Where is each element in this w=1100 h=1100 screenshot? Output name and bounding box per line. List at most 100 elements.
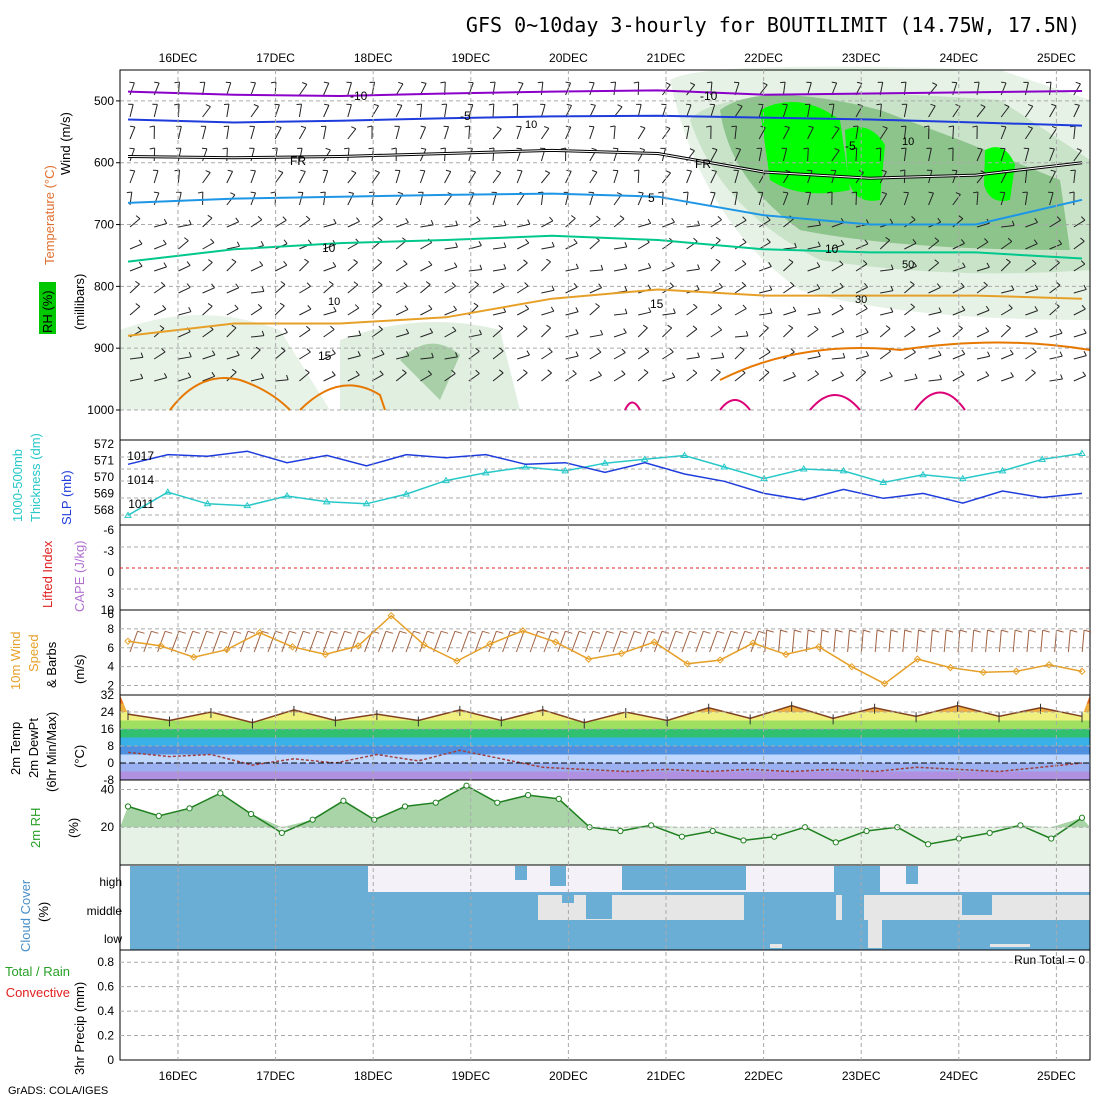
wind-barb xyxy=(492,286,505,294)
ylabel-rh-pct: (%) xyxy=(66,818,81,838)
surface-wind-barb-flag xyxy=(945,629,954,633)
wind-barb xyxy=(274,264,288,272)
wind-barb xyxy=(904,377,918,382)
wind-barb-flag xyxy=(396,103,403,106)
wind-barb xyxy=(347,82,352,96)
wind-barb-flag xyxy=(573,283,578,288)
wind-barb xyxy=(444,285,456,294)
surface-wind-barb xyxy=(350,631,359,653)
ylabel-speed: Speed xyxy=(26,634,41,672)
wind-barb xyxy=(734,105,743,118)
wind-barb-flag xyxy=(160,281,166,286)
wind-barb-flag xyxy=(391,147,397,150)
wind-speed-marker xyxy=(519,627,527,635)
wind-barb xyxy=(734,170,739,184)
wind-barb-flag xyxy=(302,82,308,85)
wind-barb-flag xyxy=(814,370,819,375)
wind-barb xyxy=(807,355,821,360)
wind-barb xyxy=(589,305,600,316)
wind-barb-flag xyxy=(711,169,717,172)
surface-wind-barb xyxy=(681,631,690,653)
wind-barb xyxy=(976,331,989,338)
wind-barb-flag xyxy=(421,81,427,84)
top-date-5: 21DEC xyxy=(647,51,686,65)
thickness-marker xyxy=(561,466,570,474)
wind-barb xyxy=(855,191,858,206)
wind-barb xyxy=(831,375,844,382)
wind-barb xyxy=(153,104,158,118)
wind-barb xyxy=(226,308,239,316)
wind-barb-flag xyxy=(962,262,966,268)
surface-wind-barb-flag xyxy=(689,630,697,634)
surface-wind-barb-flag xyxy=(766,629,774,633)
wind-barb xyxy=(323,374,336,382)
thickness-marker xyxy=(640,455,649,462)
wind-barb xyxy=(928,192,934,206)
wind-barb xyxy=(662,351,674,360)
wind-tick-0: 10 xyxy=(101,603,115,617)
wind-barb-flag xyxy=(404,305,409,310)
wind-barb-flag xyxy=(864,283,869,288)
wind-barb xyxy=(880,290,894,294)
wind-barb-flag xyxy=(923,125,930,128)
ylabel-rh: RH (%) xyxy=(40,290,55,333)
wind-speed-marker xyxy=(946,663,955,672)
wind-barb-flag xyxy=(742,216,747,221)
rh-marker xyxy=(247,810,255,818)
wind-barb-flag xyxy=(547,369,552,374)
wind-barb-flag xyxy=(161,348,166,353)
wind-barb xyxy=(178,240,189,250)
rh-marker xyxy=(494,799,501,806)
wind-barb-flag xyxy=(445,169,451,173)
wind-barb-flag xyxy=(808,125,814,128)
wind-barb xyxy=(420,264,433,272)
wind-barb-flag xyxy=(669,282,674,287)
wind-speed-marker xyxy=(749,639,757,647)
surface-wind-barb-flag xyxy=(537,630,545,634)
wind-barb-flag xyxy=(279,302,285,307)
surface-wind-barb xyxy=(143,631,152,653)
wind-barb-flag xyxy=(619,215,625,220)
wind-barb-flag xyxy=(1081,216,1086,221)
slp-tick-2: 1011 xyxy=(128,497,154,511)
wind-barb-flag xyxy=(455,352,458,358)
wind-barb xyxy=(371,172,380,184)
wind-barb-flag xyxy=(537,191,544,194)
wind-barb xyxy=(637,241,650,250)
wind-barb xyxy=(323,310,337,316)
wind-barb xyxy=(1073,219,1086,228)
wind-barb xyxy=(274,172,284,184)
surface-wind-barb-flag xyxy=(849,629,857,633)
wind-barb-flag xyxy=(972,125,978,128)
wind-barb xyxy=(1025,331,1038,338)
surface-wind-barb xyxy=(957,630,961,653)
wind-barb-flag xyxy=(939,374,942,380)
wind-barb xyxy=(759,289,772,294)
wind-barb xyxy=(686,84,696,96)
wind-barb-flag xyxy=(403,260,408,265)
wind-barb-flag xyxy=(300,169,306,172)
wind-barb-flag xyxy=(373,103,379,107)
wind-speed-marker xyxy=(157,642,165,650)
wind-barb xyxy=(880,375,893,382)
wind-barb-flag xyxy=(735,147,741,150)
wind-barb xyxy=(686,126,690,140)
wind10m-grid xyxy=(120,628,1090,687)
wind-barb-flag xyxy=(526,350,530,356)
wind-barb xyxy=(347,193,355,206)
wind-barb xyxy=(1073,308,1086,316)
label-p10-right: 10 xyxy=(825,242,839,256)
wind-barb-flag xyxy=(899,169,905,172)
wind-barb xyxy=(492,147,495,162)
surface-wind-barb xyxy=(1040,630,1044,653)
wind-barb-flag xyxy=(987,351,991,357)
rh-label-1: 10 xyxy=(525,119,537,131)
wind-barb xyxy=(928,330,941,338)
wind-barb xyxy=(250,264,263,272)
wind-barb xyxy=(395,83,404,96)
wind-barb-flag xyxy=(1027,103,1033,107)
wind-barb-flag xyxy=(639,147,645,151)
wind-speed-marker xyxy=(880,679,889,688)
wind-barb xyxy=(395,309,409,316)
top-date-4: 20DEC xyxy=(549,51,588,65)
